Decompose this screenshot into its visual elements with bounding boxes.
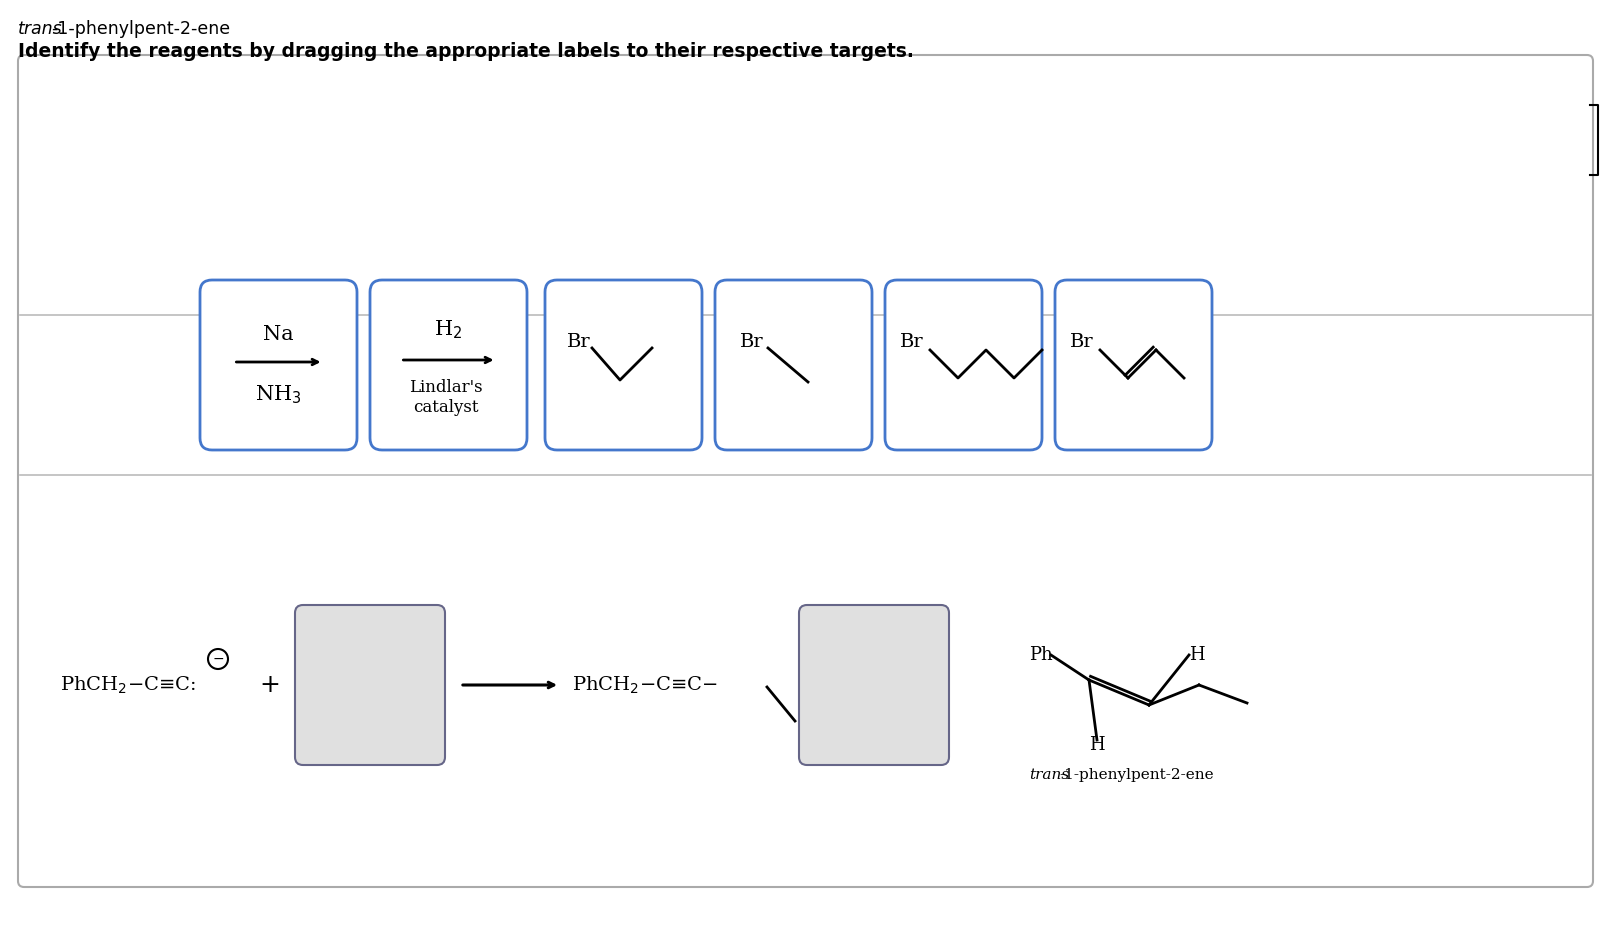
- FancyBboxPatch shape: [715, 280, 872, 450]
- Text: Br: Br: [739, 333, 763, 351]
- FancyBboxPatch shape: [1056, 280, 1212, 450]
- FancyBboxPatch shape: [370, 280, 528, 450]
- Text: PhCH$_2$−C≡C−: PhCH$_2$−C≡C−: [571, 674, 718, 695]
- Text: H: H: [1089, 736, 1104, 754]
- Text: -1-phenylpent-2-ene: -1-phenylpent-2-ene: [1059, 768, 1214, 782]
- Text: Identify the reagents by dragging the appropriate labels to their respective tar: Identify the reagents by dragging the ap…: [18, 42, 914, 61]
- Text: PhCH$_2$−C≡C:: PhCH$_2$−C≡C:: [60, 674, 195, 695]
- Text: Lindlar's: Lindlar's: [408, 379, 483, 396]
- Text: H$_2$: H$_2$: [434, 318, 463, 341]
- Text: -1-phenylpent-2-ene: -1-phenylpent-2-ene: [52, 20, 231, 38]
- Text: trans: trans: [18, 20, 63, 38]
- Text: catalyst: catalyst: [413, 398, 478, 415]
- Text: H: H: [1190, 646, 1204, 664]
- Text: Br: Br: [1070, 333, 1094, 351]
- Text: Br: Br: [901, 333, 923, 351]
- FancyBboxPatch shape: [295, 605, 445, 765]
- Text: trans: trans: [1030, 768, 1068, 782]
- FancyBboxPatch shape: [18, 55, 1593, 887]
- FancyBboxPatch shape: [884, 280, 1043, 450]
- FancyBboxPatch shape: [546, 280, 702, 450]
- FancyBboxPatch shape: [799, 605, 949, 765]
- FancyBboxPatch shape: [200, 280, 357, 450]
- Text: +: +: [260, 673, 281, 697]
- Text: Ph: Ph: [1030, 646, 1052, 664]
- Text: NH$_3$: NH$_3$: [255, 383, 302, 406]
- Text: Na: Na: [263, 326, 294, 345]
- Text: −: −: [211, 652, 224, 666]
- Text: Br: Br: [567, 333, 591, 351]
